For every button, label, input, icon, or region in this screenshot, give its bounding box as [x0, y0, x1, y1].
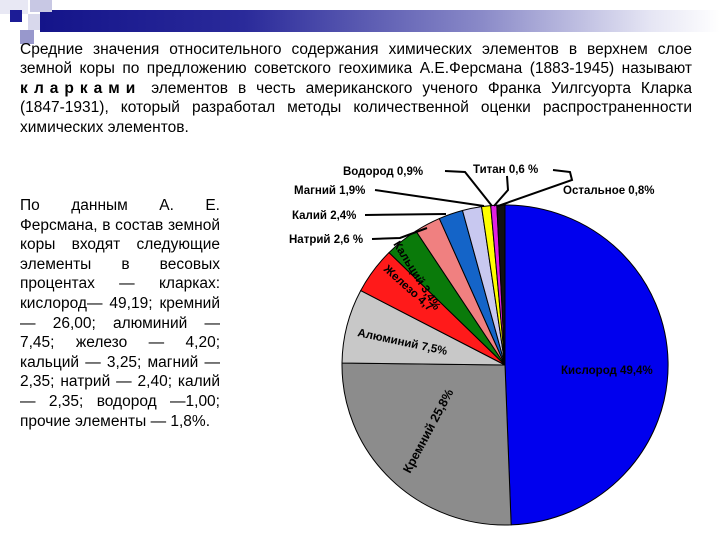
intro-text-part2: элементов в честь американского ученого … [20, 79, 692, 136]
clarke-term: кларками [20, 79, 142, 97]
header-gradient-bar [40, 10, 720, 32]
label-magnesium: Магний 1,9% [294, 185, 365, 197]
fersman-data-paragraph: По данным А. Е. Ферсмана, в состав земно… [20, 197, 220, 430]
decor-square [10, 10, 22, 22]
pie-slices [341, 204, 669, 526]
label-sodium: Натрий 2,6 % [289, 234, 363, 246]
decor-square [20, 30, 34, 44]
intro-text-part1: Средние значения относительного содержан… [20, 41, 692, 78]
decor-square [30, 0, 52, 12]
pie-callout-lines [364, 169, 574, 240]
label-other: Остальное 0,8% [563, 185, 655, 197]
label-hydrogen: Водород 0,9% [343, 166, 423, 178]
pie-slice-0 [504, 204, 669, 526]
label-potassium: Калий 2,4% [292, 210, 356, 222]
pie-slice-1 [341, 362, 512, 526]
decor-square [28, 14, 40, 30]
label-oxygen: Кислород 49,4% [561, 365, 653, 377]
label-titanium: Титан 0,6 % [473, 164, 538, 176]
intro-paragraph: Средние значения относительного содержан… [20, 40, 692, 137]
